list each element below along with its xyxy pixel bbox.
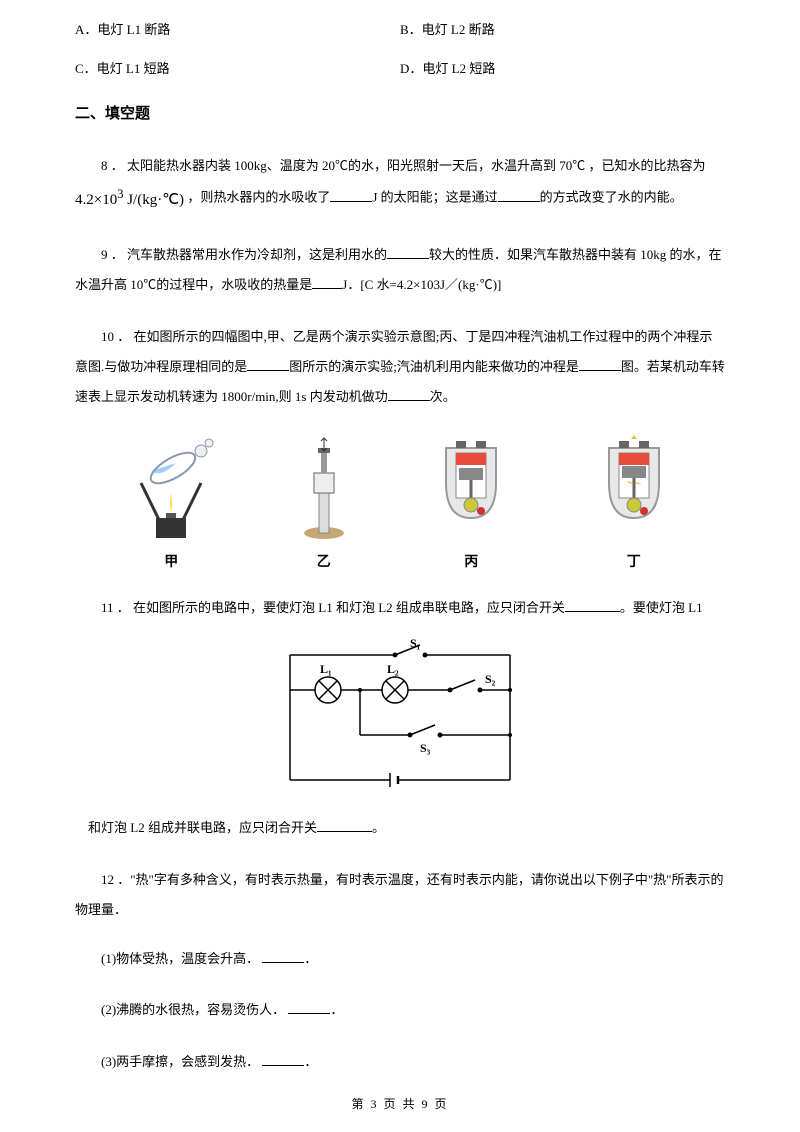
svg-text:S₁: S₁ bbox=[410, 636, 421, 650]
q8-text-after2: J 的太阳能；这是通过 bbox=[372, 190, 497, 205]
q8-text-after3: 的方式改变了水的内能。 bbox=[540, 190, 683, 205]
q10-diagrams: 甲 乙 丙 bbox=[75, 433, 725, 571]
question-9: 9 ． 汽车散热器常用水作为冷却剂，这是利用水的较大的性质．如果汽车散热器中装有… bbox=[75, 240, 725, 300]
label-bing: 丙 bbox=[464, 551, 478, 571]
blank-q12-3[interactable] bbox=[262, 1053, 304, 1066]
label-ding: 丁 bbox=[627, 551, 641, 571]
option-c: C．电灯 L1 短路 bbox=[75, 59, 400, 80]
label-jia: 甲 bbox=[164, 551, 178, 571]
q12-sub3-text: (3)两手摩擦，会感到发热． bbox=[101, 1054, 259, 1069]
blank-q10-2[interactable] bbox=[579, 358, 621, 371]
diagram-jia: 甲 bbox=[121, 433, 221, 571]
question-10: 10 ． 在如图所示的四幅图中,甲、乙是两个演示实验示意图;丙、丁是四冲程汽油机… bbox=[75, 322, 725, 412]
diagram-bing-svg bbox=[426, 433, 516, 543]
q9-text3: J．[C 水=4.2×103J／(kg·℃)] bbox=[342, 277, 501, 292]
blank-q9-2[interactable] bbox=[312, 276, 342, 289]
svg-text:L₂: L₂ bbox=[387, 662, 399, 676]
blank-q8-2[interactable] bbox=[498, 189, 540, 202]
diagram-jia-svg bbox=[121, 433, 221, 543]
q11-text-mid: 。要使灯泡 L1 bbox=[620, 600, 703, 615]
q8-text-after1: ，则热水器内的水吸收了 bbox=[187, 190, 330, 205]
blank-q12-2[interactable] bbox=[288, 1001, 330, 1014]
diagram-yi-svg bbox=[294, 433, 354, 543]
page-footer: 第 3 页 共 9 页 bbox=[0, 1095, 800, 1112]
blank-q11-2[interactable] bbox=[317, 819, 372, 832]
q8-formula: 4.2×103 J/(kg·℃) bbox=[75, 180, 184, 218]
q10-text4: 次。 bbox=[430, 389, 456, 404]
diagram-ding: 丁 bbox=[589, 433, 679, 571]
svg-text:S₂: S₂ bbox=[485, 672, 496, 686]
svg-text:S₃: S₃ bbox=[420, 741, 431, 755]
q12-sub1-text: (1)物体受热，温度会升高． bbox=[101, 951, 259, 966]
q12-sub2-text: (2)沸腾的水很热，容易烫伤人． bbox=[101, 1002, 285, 1017]
label-yi: 乙 bbox=[317, 551, 331, 571]
blank-q12-1[interactable] bbox=[262, 950, 304, 963]
circuit-svg: S₁ L₁ L₂ S₂ S₃ bbox=[260, 635, 540, 805]
blank-q10-1[interactable] bbox=[247, 358, 289, 371]
q12-sub3: (3)两手摩擦，会感到发热． ． bbox=[75, 1050, 725, 1073]
question-8: 8 ． 太阳能热水器内装 100kg、温度为 20℃的水，阳光照射一天后，水温升… bbox=[75, 151, 725, 218]
question-11-part2: 和灯泡 L2 组成并联电路，应只闭合开关 。 bbox=[75, 813, 725, 843]
blank-q9-1[interactable] bbox=[387, 246, 429, 259]
q11-text3: 。 bbox=[372, 820, 385, 835]
q12-period1: ． bbox=[304, 951, 317, 966]
option-b: B．电灯 L2 断路 bbox=[400, 20, 725, 41]
question-12: 12 ．"热"字有多种含义，有时表示热量，有时表示温度，还有时表示内能，请你说出… bbox=[75, 865, 725, 925]
diagram-bing: 丙 bbox=[426, 433, 516, 571]
diagram-ding-svg bbox=[589, 433, 679, 543]
q8-text-before: 8 ． 太阳能热水器内装 100kg、温度为 20℃的水，阳光照射一天后，水温升… bbox=[101, 158, 706, 173]
blank-q10-3[interactable] bbox=[388, 388, 430, 401]
blank-q8-1[interactable] bbox=[330, 189, 372, 202]
q12-period2: ． bbox=[330, 1002, 343, 1017]
question-11-part1: 11 ． 在如图所示的电路中，要使灯泡 L1 和灯泡 L2 组成串联电路，应只闭… bbox=[75, 593, 725, 623]
option-d: D．电灯 L2 短路 bbox=[400, 59, 725, 80]
section-heading-2: 二、填空题 bbox=[75, 102, 725, 123]
option-a: A．电灯 L1 断路 bbox=[75, 20, 400, 41]
q12-sub2: (2)沸腾的水很热，容易烫伤人． ． bbox=[75, 998, 725, 1021]
q11-text1: 11 ． 在如图所示的电路中，要使灯泡 L1 和灯泡 L2 组成串联电路，应只闭… bbox=[101, 600, 565, 615]
diagram-yi: 乙 bbox=[294, 433, 354, 571]
q11-circuit: S₁ L₁ L₂ S₂ S₃ bbox=[75, 635, 725, 805]
q10-text2: 图所示的演示实验;汽油机利用内能来做功的冲程是 bbox=[289, 359, 579, 374]
q11-text2-wrap: 和灯泡 L2 组成并联电路，应只闭合开关 bbox=[88, 820, 317, 835]
q12-sub1: (1)物体受热，温度会升高． ． bbox=[75, 947, 725, 970]
q9-text1: 9 ． 汽车散热器常用水作为冷却剂，这是利用水的 bbox=[101, 247, 387, 262]
q12-period3: ． bbox=[304, 1054, 317, 1069]
svg-text:L₁: L₁ bbox=[320, 662, 332, 676]
blank-q11-1[interactable] bbox=[565, 599, 620, 612]
